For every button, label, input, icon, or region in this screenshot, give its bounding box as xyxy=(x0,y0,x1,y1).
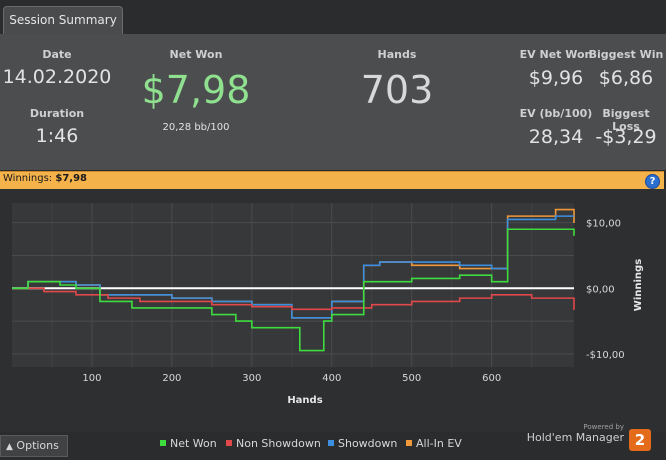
biggest-loss-value: -$3,29 xyxy=(595,126,657,148)
x-axis-label: Hands xyxy=(287,395,322,406)
holdem-manager-logo-icon: 2 xyxy=(629,429,651,451)
legend-label: Net Won xyxy=(170,437,217,450)
legend-label: Showdown xyxy=(338,437,398,450)
biggest-win-value: $6,86 xyxy=(598,67,654,89)
help-icon[interactable]: ? xyxy=(645,174,660,189)
x-tick-label: 400 xyxy=(322,373,341,384)
legend-all-in-ev: All-In EV xyxy=(406,437,462,450)
brand-name: Hold'em Manager xyxy=(526,431,624,444)
legend-showdown: Showdown xyxy=(328,437,397,450)
tab-bar: Session Summary xyxy=(0,0,666,34)
net-won-value: $7,98 xyxy=(141,68,251,112)
series-line-non-showdown xyxy=(12,287,575,311)
chevron-up-icon: ▲ xyxy=(6,442,13,452)
hands-label: Hands xyxy=(377,48,417,61)
date-value: 14.02.2020 xyxy=(2,66,112,88)
y-tick-label: $0,00 xyxy=(586,284,615,295)
x-tick-label: 200 xyxy=(162,373,181,384)
date-label: Date xyxy=(42,48,72,61)
x-tick-label: 100 xyxy=(82,373,101,384)
winnings-bar-text: Winnings: $7,98 xyxy=(3,173,87,184)
x-tick-label: 300 xyxy=(242,373,261,384)
chart-plot-area xyxy=(12,203,574,367)
series-line-showdown xyxy=(12,215,574,319)
powered-by-text: Powered by xyxy=(583,423,624,431)
legend-label: Non Showdown xyxy=(236,437,321,450)
y-tick-label: -$10,00 xyxy=(586,350,625,361)
winnings-chart-svg: 100 200 300 400 500 600 $10,00 $0,00 -$10,00 Hand… xyxy=(12,203,644,406)
tab-session-summary[interactable]: Session Summary xyxy=(3,6,123,34)
legend-non-showdown: Non Showdown xyxy=(226,437,321,450)
winnings-bar-value: $7,98 xyxy=(55,173,87,184)
x-tick-label: 600 xyxy=(482,373,501,384)
net-won-label: Net Won xyxy=(169,48,223,61)
legend-label: All-In EV xyxy=(416,437,462,450)
winnings-chart: 100 200 300 400 500 600 $10,00 $0,00 -$10,00 Hand… xyxy=(0,189,666,432)
legend-net-won: Net Won xyxy=(160,437,217,450)
ev-bb100-label: EV (bb/100) xyxy=(519,107,593,120)
x-tick-label: 500 xyxy=(402,373,421,384)
y-tick-label: $10,00 xyxy=(586,219,621,230)
winnings-bar: Winnings: $7,98 ? xyxy=(0,171,664,189)
brand: Powered by Hold'em Manager xyxy=(527,423,624,444)
biggest-win-label: Biggest Win xyxy=(588,48,664,61)
hands-value: 703 xyxy=(360,68,434,112)
summary-panel: Date 14.02.2020 Duration 1:46 Net Won $7… xyxy=(0,34,666,170)
footer xyxy=(0,432,666,460)
duration-value: 1:46 xyxy=(35,125,79,147)
winnings-bar-label: Winnings: xyxy=(3,173,53,184)
ev-net-won-value: $9,96 xyxy=(528,67,584,89)
duration-label: Duration xyxy=(29,107,85,120)
ev-bb100-value: 28,34 xyxy=(528,126,584,148)
biggest-loss-label: Biggest Loss xyxy=(602,107,650,133)
net-won-bb100: 20,28 bb/100 xyxy=(162,122,230,133)
options-button[interactable]: ▲ Options xyxy=(0,435,68,457)
options-label: Options xyxy=(16,439,59,452)
series-line-net-won xyxy=(12,228,575,352)
y-axis-label: Winnings xyxy=(633,259,644,311)
ev-net-won-label: EV Net Won xyxy=(519,48,593,61)
